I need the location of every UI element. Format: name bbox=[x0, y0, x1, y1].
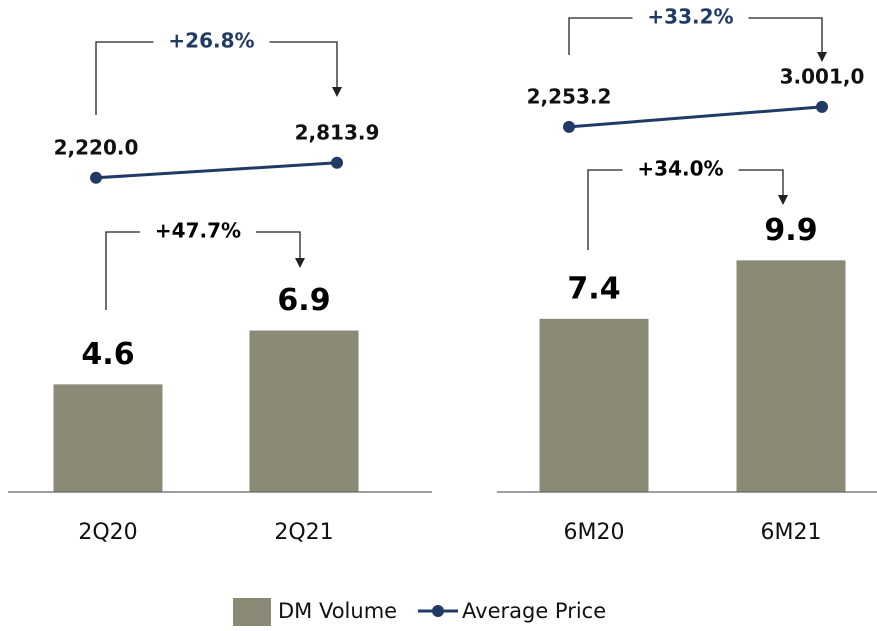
bar-value-label: 4.6 bbox=[81, 337, 134, 372]
x-tick-label: 6M20 bbox=[564, 520, 625, 545]
price-point bbox=[563, 120, 575, 133]
bar bbox=[53, 384, 163, 492]
price-value-label: 3.001,0 bbox=[780, 64, 865, 88]
x-tick-label: 2Q21 bbox=[274, 520, 333, 545]
bracket-arrow bbox=[332, 87, 342, 97]
change-label: +34.0% bbox=[637, 157, 723, 181]
bracket bbox=[95, 41, 338, 115]
price-value-label: 2,220.0 bbox=[54, 135, 139, 159]
price-point bbox=[816, 100, 828, 113]
bracket-arrow bbox=[778, 195, 788, 205]
bar bbox=[539, 318, 649, 492]
bracket-arrow bbox=[817, 52, 827, 62]
legend-label: DM Volume bbox=[278, 599, 397, 623]
legend-label: Average Price bbox=[462, 599, 606, 623]
price-value-label: 2,813.9 bbox=[295, 120, 380, 144]
bracket bbox=[568, 17, 823, 55]
price-line bbox=[95, 161, 338, 180]
change-label: +33.2% bbox=[647, 5, 733, 29]
legend-marker bbox=[432, 605, 444, 617]
bracket bbox=[587, 169, 784, 250]
x-tick-label: 2Q20 bbox=[78, 520, 137, 545]
x-tick-label: 6M21 bbox=[761, 520, 822, 545]
bar bbox=[249, 330, 359, 492]
bar-value-label: 9.9 bbox=[764, 213, 817, 248]
price-point bbox=[331, 156, 343, 169]
bar-value-label: 7.4 bbox=[567, 271, 620, 306]
price-value-label: 2,253.2 bbox=[527, 84, 612, 108]
price-line bbox=[568, 105, 823, 129]
bar-value-label: 6.9 bbox=[277, 283, 330, 318]
change-label: +26.8% bbox=[168, 29, 254, 53]
bracket-arrow bbox=[295, 258, 305, 268]
change-label: +47.7% bbox=[155, 219, 241, 243]
bar bbox=[736, 260, 846, 492]
legend-swatch bbox=[233, 598, 271, 626]
bracket bbox=[105, 231, 301, 310]
price-point bbox=[90, 171, 102, 184]
